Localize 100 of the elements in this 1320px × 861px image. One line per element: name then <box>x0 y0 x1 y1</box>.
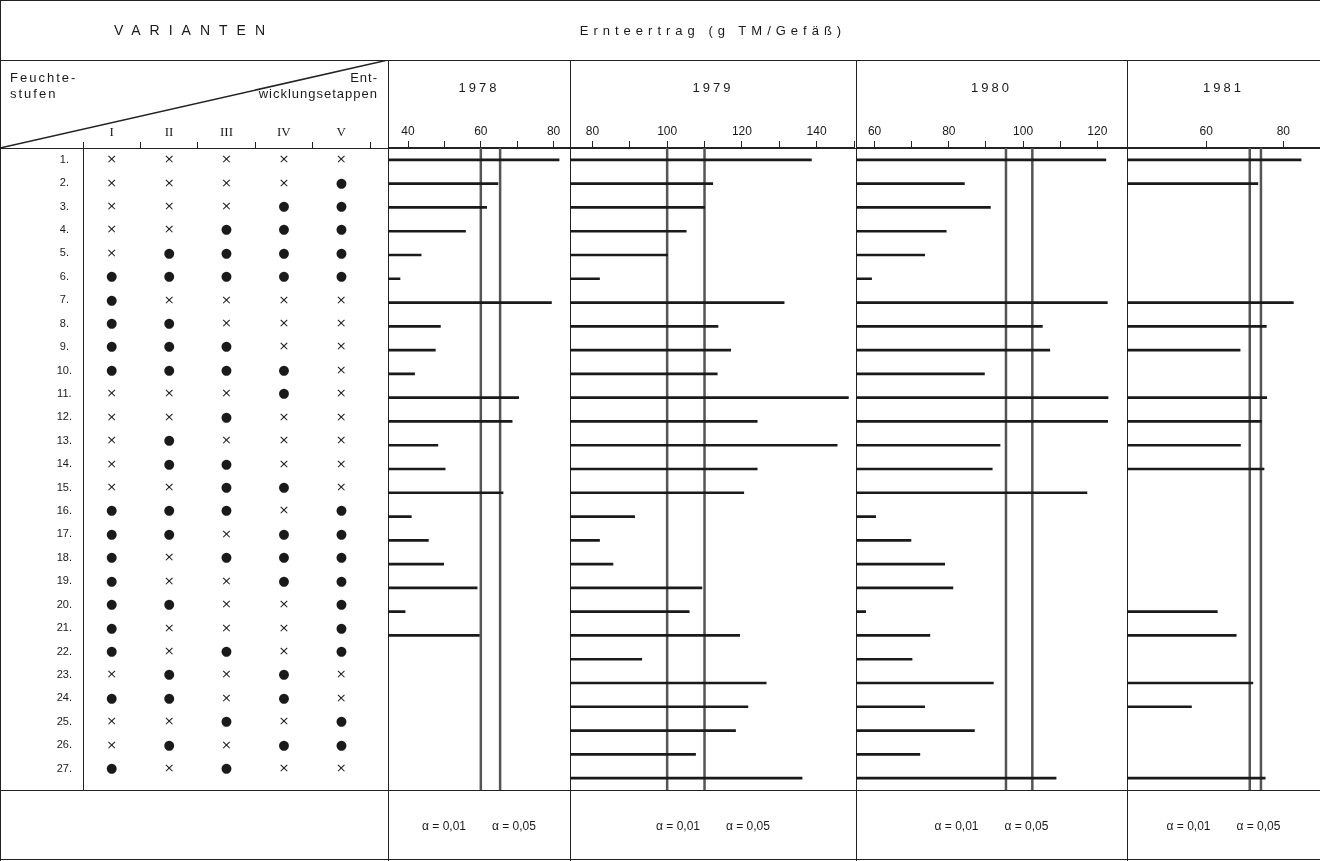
text: ● <box>220 338 233 354</box>
text: ● <box>106 268 118 284</box>
text: ● <box>106 338 118 354</box>
x-axis-title: 1981 <box>1202 80 1245 95</box>
y-tick-label: 10. <box>56 363 72 376</box>
text: × <box>221 619 232 635</box>
y-tick-label: 22. <box>56 644 72 657</box>
text: × <box>278 760 290 776</box>
y-tick-label: 26. <box>56 738 72 751</box>
text: × <box>163 549 175 565</box>
text: ● <box>163 361 175 377</box>
text: ● <box>163 502 175 518</box>
text: × <box>335 666 347 682</box>
x-tick-label: 60 <box>1199 124 1214 139</box>
text: × <box>106 736 118 752</box>
text: × <box>163 291 175 307</box>
text: × <box>278 502 290 518</box>
text: ● <box>335 736 347 752</box>
text: ● <box>163 244 175 260</box>
text: × <box>335 315 347 331</box>
text: α = 0,05 <box>726 818 770 833</box>
y-tick-label: 14. <box>56 457 72 470</box>
text: × <box>106 174 118 190</box>
text: × <box>163 713 175 729</box>
text: ● <box>220 361 233 377</box>
text: ● <box>220 549 233 565</box>
y-tick-label: 5. <box>59 246 69 259</box>
y-tick-label: 6. <box>59 269 69 282</box>
text: ● <box>163 666 175 682</box>
text: ● <box>106 619 118 635</box>
text: ● <box>163 455 175 471</box>
text: × <box>278 713 290 729</box>
text: × <box>106 666 118 682</box>
text: ● <box>278 525 290 541</box>
text: × <box>221 291 232 307</box>
x-tick-label: 60 <box>474 124 488 139</box>
text: ● <box>220 642 233 658</box>
text: × <box>163 197 175 213</box>
text: ● <box>220 408 233 424</box>
text: × <box>335 689 347 705</box>
text: ● <box>335 174 347 190</box>
text: ● <box>220 713 233 729</box>
text: ● <box>163 689 175 705</box>
text: ● <box>163 736 175 752</box>
y-tick-label: 2. <box>59 176 69 189</box>
text: ● <box>278 221 290 237</box>
text: × <box>163 572 175 588</box>
text: ● <box>278 361 290 377</box>
chart-title: VARIANTEN <box>112 21 276 40</box>
y-tick-label: 20. <box>56 597 72 610</box>
x-tick-label: 80 <box>546 124 561 139</box>
y-tick-label: 4. <box>59 223 69 236</box>
text: × <box>106 408 118 424</box>
y-tick-label: 13. <box>56 433 72 446</box>
text: × <box>163 619 175 635</box>
x-tick-label: III <box>220 123 233 139</box>
y-tick-label: 8. <box>59 316 69 329</box>
text: × <box>106 479 118 494</box>
text: × <box>106 713 118 729</box>
text: × <box>278 315 290 331</box>
text: ● <box>278 689 290 705</box>
text: ● <box>106 291 118 307</box>
y-tick-label: 9. <box>59 340 69 353</box>
text: × <box>221 666 232 682</box>
text: ● <box>335 619 347 635</box>
text: × <box>106 221 118 237</box>
text: ● <box>106 315 118 331</box>
text: ● <box>335 221 347 237</box>
text: ● <box>163 596 175 612</box>
text: ● <box>278 736 290 752</box>
text: α = 0,05 <box>492 818 536 833</box>
text: ● <box>335 268 347 284</box>
text: × <box>163 408 175 424</box>
text: × <box>278 151 290 167</box>
y-tick-label: 24. <box>56 691 72 704</box>
text: × <box>106 455 118 471</box>
y-tick-label: 25. <box>56 714 72 727</box>
text: × <box>278 408 290 424</box>
text: ● <box>335 596 347 612</box>
text: × <box>221 525 232 541</box>
text: ● <box>220 221 233 237</box>
text: ● <box>220 502 233 518</box>
text: × <box>278 619 290 635</box>
text: ● <box>278 479 290 494</box>
text: × <box>221 689 232 705</box>
text: × <box>106 151 118 167</box>
text: ● <box>278 666 290 682</box>
text: ● <box>106 760 118 776</box>
text: ● <box>106 642 118 658</box>
text: ● <box>335 549 347 565</box>
text: α = 0,01 <box>656 818 700 833</box>
text: × <box>163 479 175 494</box>
text: ● <box>163 525 175 541</box>
text: ● <box>106 549 118 565</box>
text: × <box>163 642 175 658</box>
text: α = 0,01 <box>422 818 466 833</box>
text: ● <box>106 572 118 588</box>
text: α = 0,01 <box>1166 818 1211 833</box>
text: × <box>163 221 175 237</box>
text: × <box>106 432 118 448</box>
